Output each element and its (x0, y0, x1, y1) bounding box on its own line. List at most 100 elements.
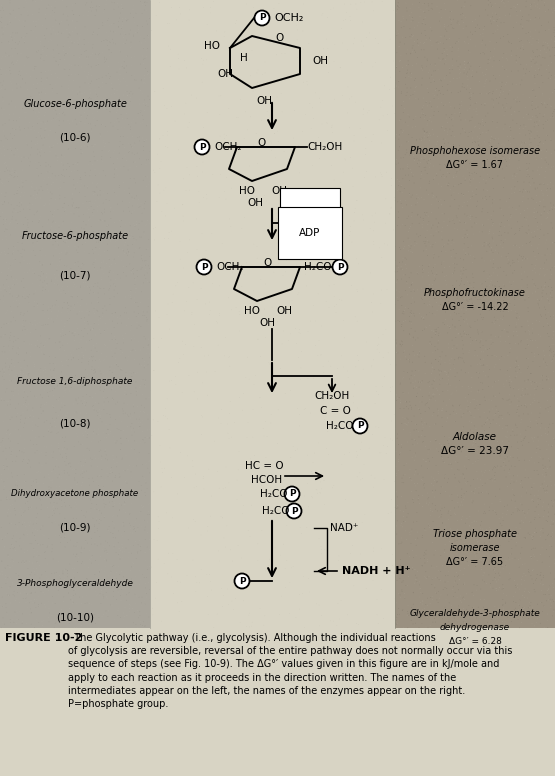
Point (59, 26, 68, 39)
Point (397, 584, 406, 596)
Point (135, 130, 144, 143)
Point (7, 259, 16, 272)
Point (383, 481, 392, 494)
Point (334, 12, 342, 24)
Point (296, 591, 305, 604)
Text: Triose phosphate: Triose phosphate (433, 529, 517, 539)
Point (12, 187, 21, 199)
Point (85, 281, 94, 293)
Point (323, 571, 332, 584)
Point (517, 435, 526, 448)
Point (132, 590, 141, 602)
Point (80, 21, 89, 33)
Point (551, 433, 555, 445)
Point (219, 463, 228, 476)
Point (507, 45, 516, 57)
Point (523, 388, 532, 400)
Point (447, 244, 456, 256)
Point (361, 310, 370, 322)
Point (401, 502, 410, 514)
Point (528, 84, 537, 96)
Point (3, 571, 12, 584)
Point (533, 111, 542, 123)
Point (529, 47, 538, 59)
Point (497, 153, 506, 165)
Point (415, 376, 424, 389)
Point (88, 47, 97, 60)
Point (462, 224, 471, 237)
Point (335, 272, 344, 284)
Point (130, 247, 139, 259)
Point (429, 472, 438, 484)
Point (21, 592, 30, 605)
Point (34, 13, 43, 26)
Point (145, 157, 154, 169)
Point (496, 32, 505, 44)
Point (437, 439, 446, 452)
Point (421, 610, 430, 622)
Point (72, 512, 80, 525)
Point (457, 291, 466, 303)
Point (429, 610, 438, 622)
Point (300, 203, 309, 216)
Point (109, 183, 118, 196)
Point (375, 211, 384, 223)
Point (22, 400, 31, 413)
Point (542, 212, 551, 224)
Point (6, 228, 14, 241)
Point (250, 378, 259, 390)
Point (346, 225, 355, 237)
Point (397, 576, 406, 588)
Point (546, 400, 554, 413)
Point (203, 284, 212, 296)
Point (104, 569, 113, 581)
Point (127, 334, 136, 346)
Point (79, 349, 88, 362)
Point (521, 150, 529, 162)
Point (83, 303, 92, 315)
Point (475, 23, 484, 35)
Point (512, 355, 521, 368)
Point (519, 505, 528, 518)
Point (235, 399, 244, 411)
Point (29, 118, 38, 130)
Point (53, 137, 62, 150)
Point (129, 88, 138, 101)
Point (90, 163, 99, 175)
Point (37, 72, 46, 85)
Point (411, 463, 420, 476)
Point (299, 25, 307, 37)
Point (114, 549, 123, 561)
Point (73, 479, 82, 491)
Point (491, 262, 500, 275)
Point (544, 583, 553, 595)
Point (455, 140, 464, 152)
Point (310, 518, 319, 531)
Point (13, 206, 22, 219)
Point (92, 73, 101, 85)
Point (71, 21, 80, 33)
Point (208, 277, 217, 289)
Point (77, 480, 85, 492)
Point (393, 314, 402, 327)
Point (299, 129, 308, 141)
Point (480, 418, 488, 431)
Point (249, 238, 258, 251)
Point (437, 3, 446, 16)
Point (499, 514, 508, 527)
Point (408, 586, 417, 598)
Point (323, 117, 332, 130)
Point (283, 65, 292, 78)
Point (509, 382, 518, 394)
Point (0, 134, 6, 147)
Point (5, 369, 14, 381)
Point (430, 325, 438, 338)
Point (194, 303, 203, 316)
Point (114, 525, 123, 537)
Point (222, 130, 231, 142)
Point (95, 513, 104, 525)
Point (485, 393, 493, 405)
Point (511, 227, 520, 240)
Point (280, 40, 289, 53)
Point (507, 542, 516, 555)
